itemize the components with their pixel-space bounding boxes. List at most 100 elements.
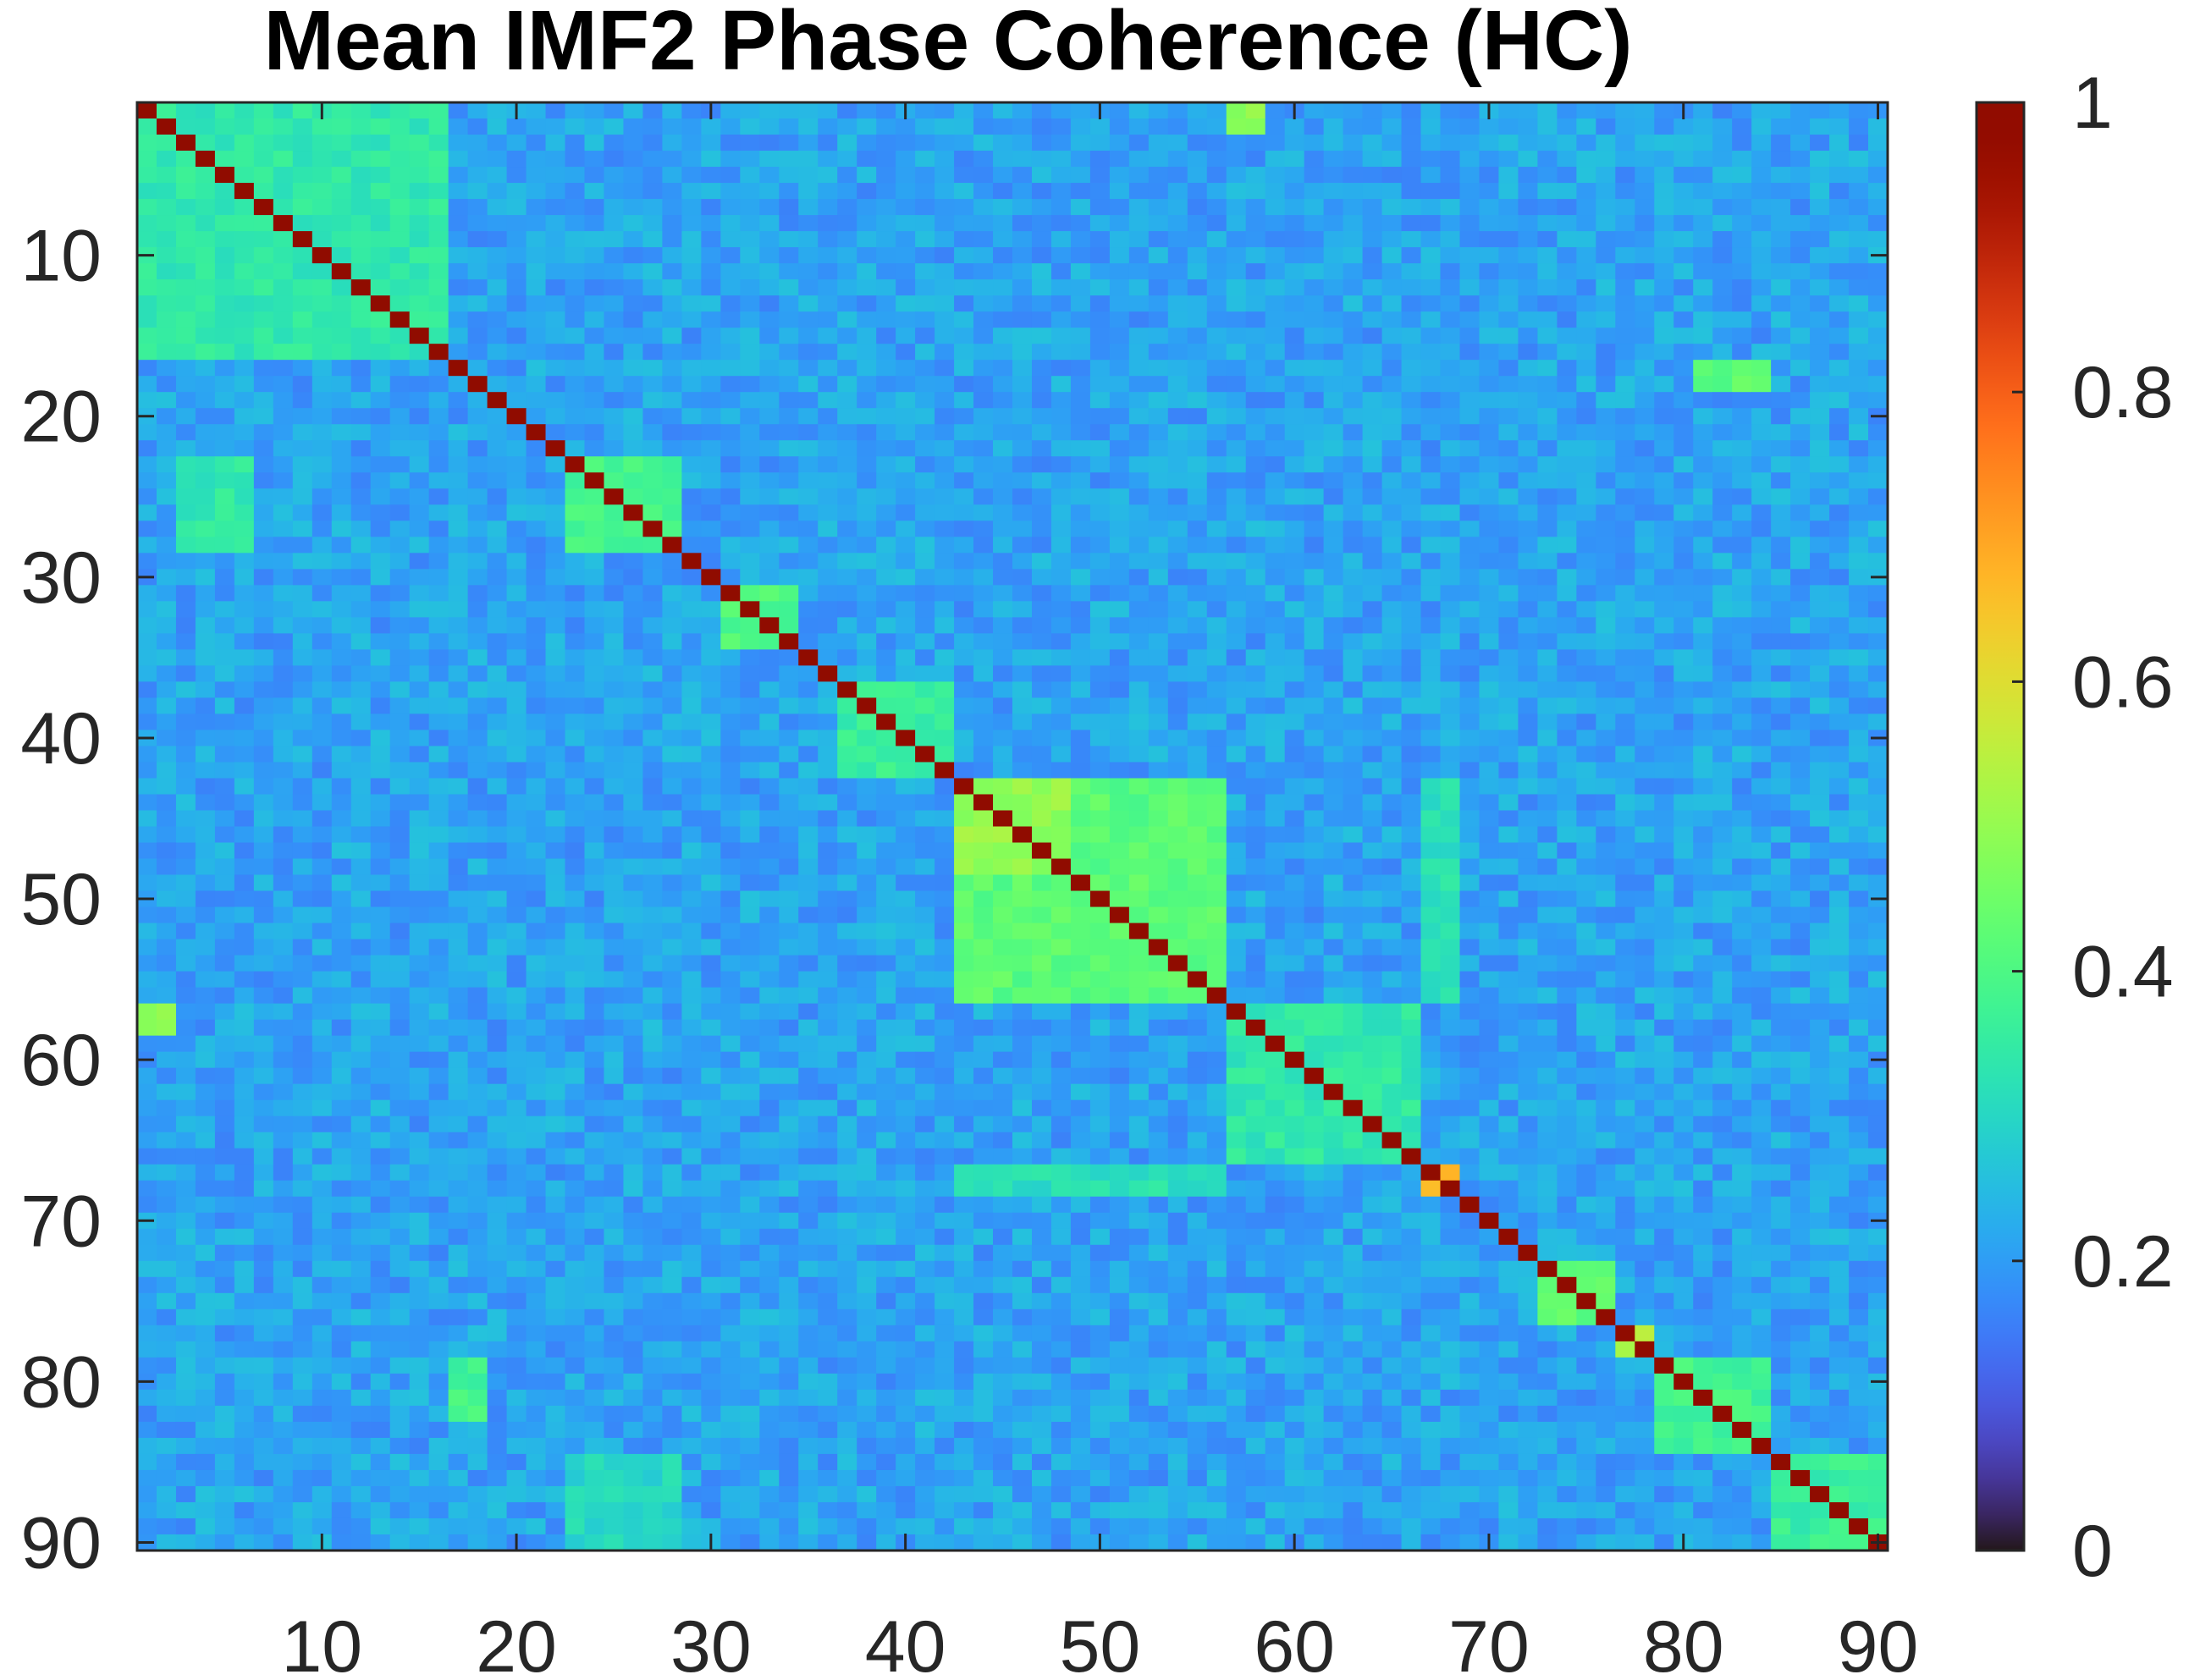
heatmap-cell (1712, 311, 1733, 328)
heatmap-cell (565, 135, 586, 151)
heatmap-cell (1440, 183, 1461, 200)
heatmap-cell (1498, 665, 1519, 682)
heatmap-cell (759, 118, 780, 135)
heatmap-cell (1381, 633, 1403, 650)
heatmap-cell (156, 263, 177, 280)
heatmap-cell (857, 472, 877, 489)
heatmap-cell (973, 504, 994, 521)
heatmap-cell (1518, 440, 1538, 457)
heatmap-cell (1673, 874, 1694, 892)
heatmap-cell (1654, 842, 1674, 860)
heatmap-cell (1050, 295, 1072, 312)
heatmap-cell (1790, 311, 1811, 328)
heatmap-cell (954, 263, 974, 280)
heatmap-cell (662, 440, 682, 457)
heatmap-cell (720, 617, 741, 634)
heatmap-cell (526, 215, 547, 232)
heatmap-cell (1557, 504, 1577, 521)
heatmap-cell (292, 521, 313, 537)
heatmap-cell (1089, 344, 1111, 361)
heatmap-cell (448, 923, 469, 940)
heatmap-cell (448, 746, 469, 763)
heatmap-cell (759, 151, 780, 168)
heatmap-cell (993, 504, 1013, 521)
heatmap-cell (428, 553, 449, 570)
heatmap-cell (1245, 569, 1266, 586)
heatmap-cell (1537, 504, 1558, 521)
heatmap-cell (1849, 247, 1869, 264)
heatmap-cell (1771, 376, 1791, 393)
heatmap-cell (370, 263, 391, 280)
heatmap-cell (1304, 746, 1325, 763)
heatmap-cell (312, 199, 333, 216)
heatmap-cell (1265, 906, 1286, 924)
heatmap-cell (350, 295, 372, 312)
heatmap-cell (1596, 569, 1616, 586)
heatmap-cell (759, 440, 780, 457)
heatmap-cell (253, 231, 274, 248)
heatmap-cell (312, 392, 333, 409)
heatmap-cell (1187, 392, 1208, 409)
heatmap-cell (623, 923, 644, 940)
heatmap-cell (1829, 263, 1850, 280)
heatmap-cell (1362, 681, 1383, 699)
heatmap-cell (604, 392, 625, 409)
heatmap-cell (896, 633, 916, 650)
heatmap-cell (1790, 923, 1811, 940)
heatmap-cell (1712, 151, 1733, 168)
heatmap-cell (720, 778, 741, 796)
heatmap-cell (1362, 874, 1383, 892)
heatmap-cell (1693, 569, 1713, 586)
heatmap-cell (526, 392, 547, 409)
heatmap-cell (175, 746, 196, 763)
heatmap-cell (779, 681, 799, 699)
heatmap-cell (1089, 826, 1111, 844)
heatmap-cell (137, 360, 157, 377)
heatmap-cell (1109, 826, 1130, 844)
heatmap-cell (312, 601, 333, 618)
heatmap-cell (1479, 247, 1500, 264)
heatmap-cell (195, 263, 216, 280)
heatmap-cell (720, 569, 741, 586)
heatmap-cell (545, 553, 566, 570)
heatmap-cell (1167, 890, 1188, 908)
heatmap-cell (1712, 328, 1733, 344)
heatmap-cell (1673, 810, 1694, 828)
heatmap-cell (506, 665, 527, 682)
heatmap-cell (1226, 649, 1247, 666)
heatmap-cell (1635, 569, 1655, 586)
heatmap-cell (1343, 231, 1364, 248)
heatmap-cell (526, 778, 547, 796)
heatmap-cell (1245, 906, 1266, 924)
heatmap-cell (1109, 167, 1130, 184)
heatmap-cell (1440, 360, 1461, 377)
heatmap-cell (973, 135, 994, 151)
heatmap-cell (1673, 665, 1694, 682)
heatmap-cell (565, 601, 586, 618)
heatmap-cell (1109, 295, 1130, 312)
heatmap-cell (915, 890, 935, 908)
heatmap-cell (506, 794, 527, 812)
heatmap-cell (195, 906, 216, 924)
heatmap-cell (1849, 279, 1869, 296)
heatmap-cell (1109, 601, 1130, 618)
heatmap-cell (1751, 923, 1772, 940)
heatmap-cell (253, 617, 274, 634)
heatmap-cell (1323, 231, 1344, 248)
heatmap-cell (1732, 392, 1752, 409)
heatmap-cell (1712, 890, 1733, 908)
heatmap-cell (506, 440, 527, 457)
heatmap-cell (137, 231, 157, 248)
heatmap-cell (973, 344, 994, 361)
heatmap-cell (973, 488, 994, 505)
heatmap-cell (1576, 183, 1596, 200)
heatmap-cell (1187, 376, 1208, 393)
heatmap-cell (1167, 102, 1188, 119)
heatmap-cell (1537, 697, 1558, 715)
heatmap-cell (1070, 295, 1091, 312)
heatmap-cell (701, 987, 721, 1005)
heatmap-cell (1401, 601, 1422, 618)
heatmap-cell (273, 263, 294, 280)
heatmap-cell (175, 794, 196, 812)
heatmap-cell (1070, 118, 1091, 135)
